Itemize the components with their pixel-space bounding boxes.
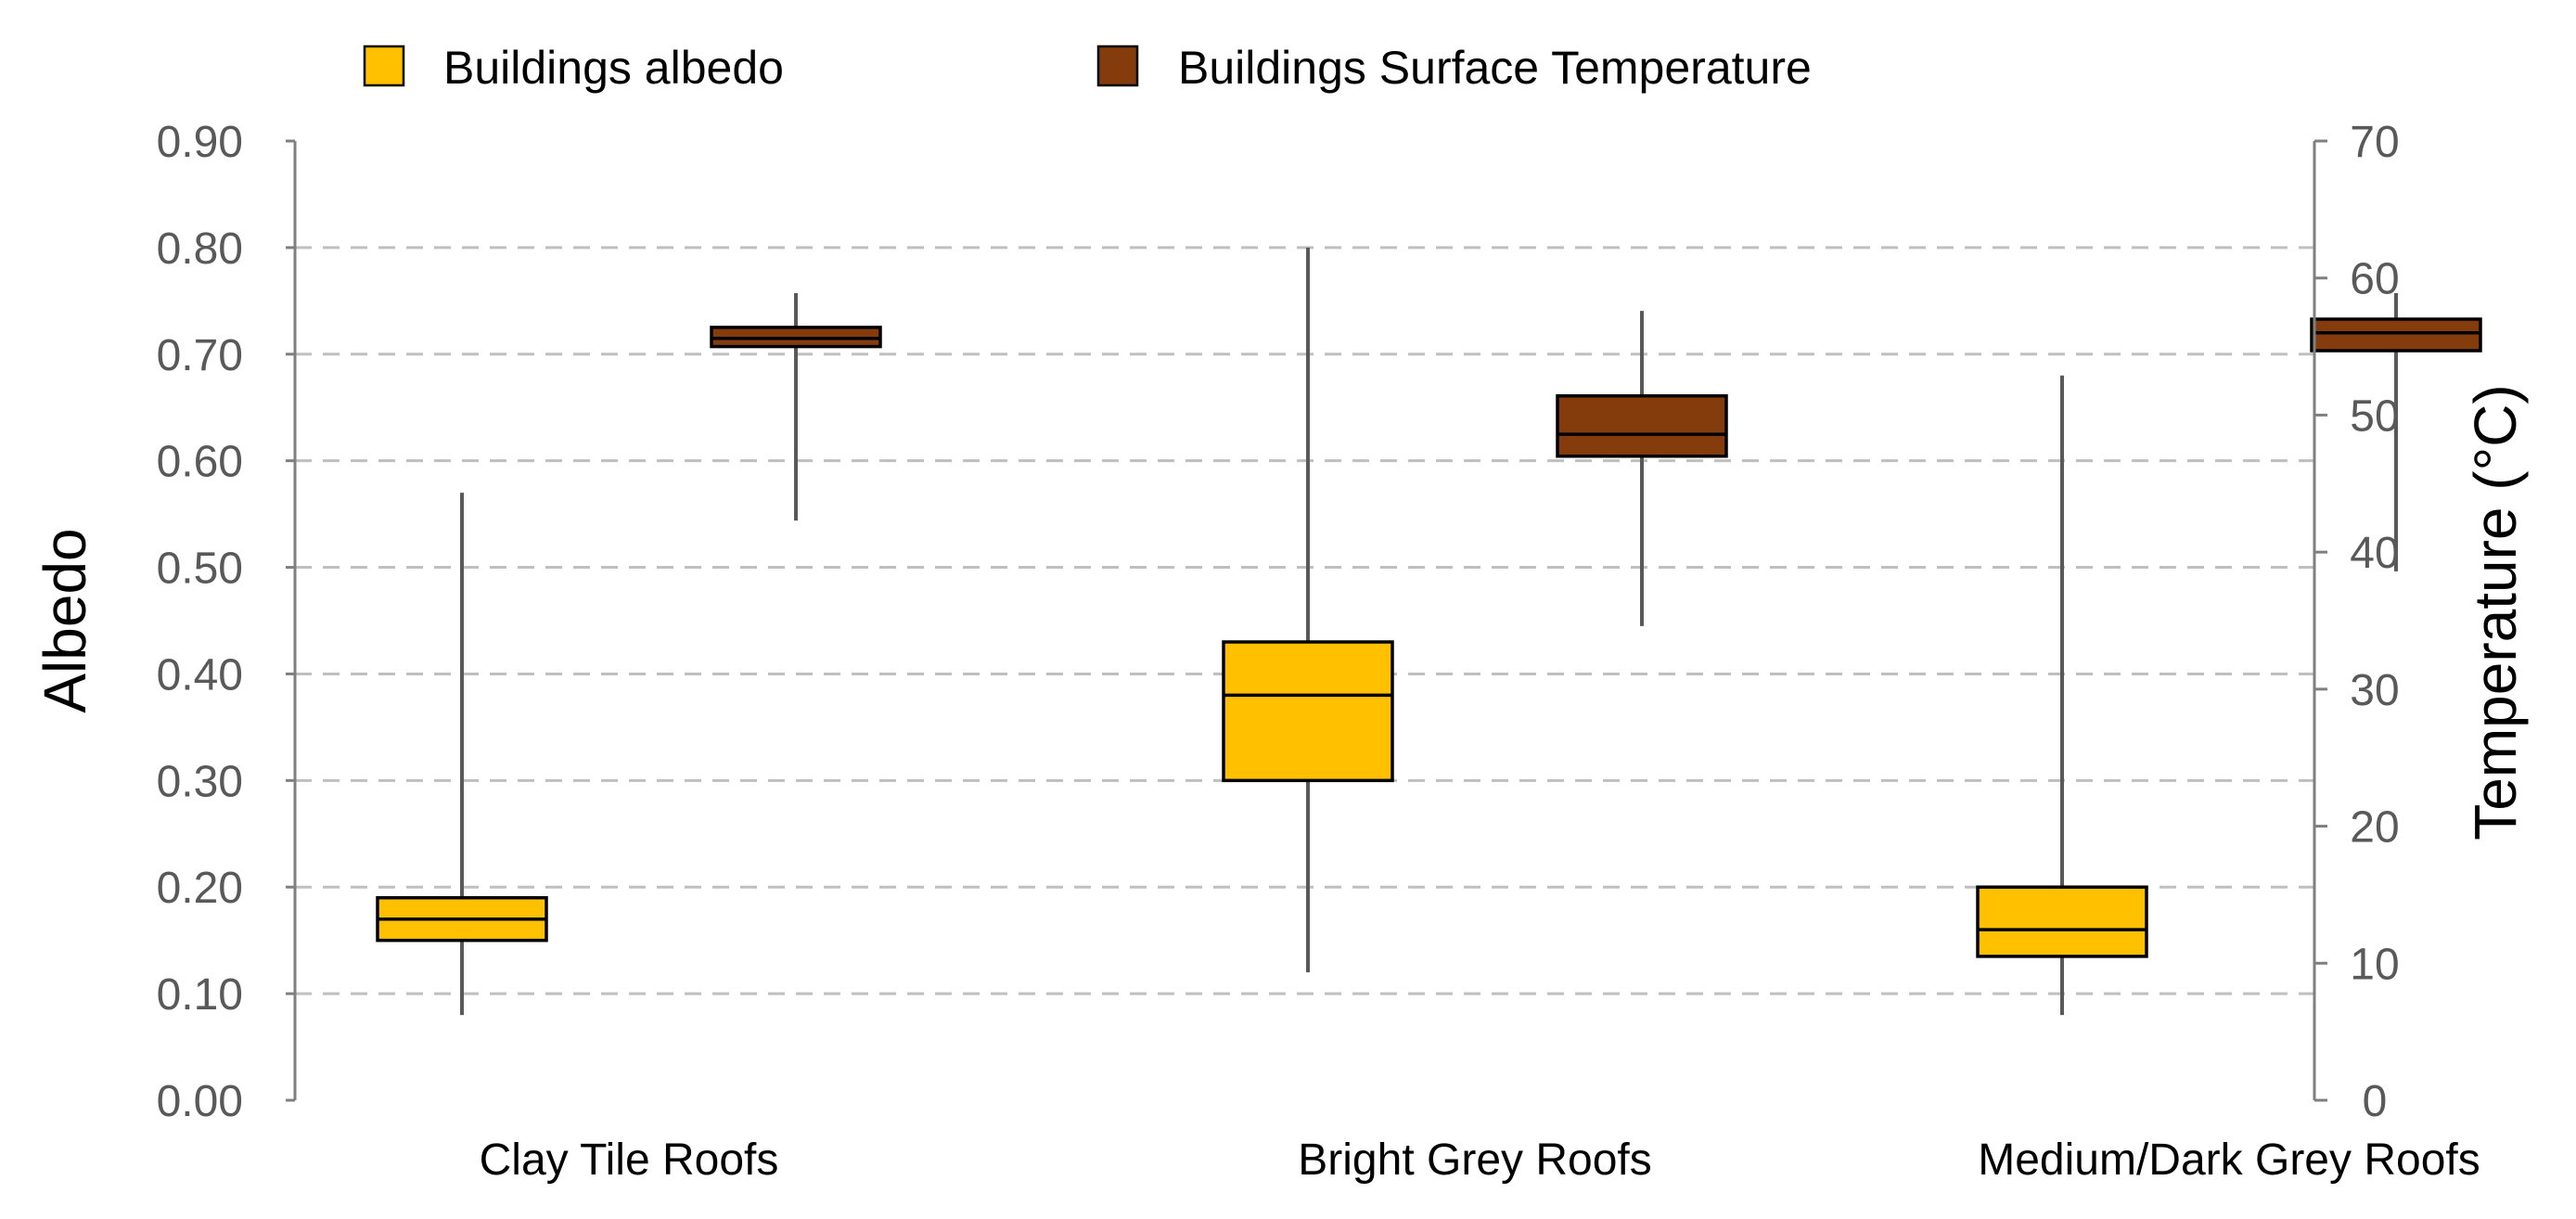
- y-tick-label: 0.00: [157, 1077, 243, 1126]
- y2-tick-label: 40: [2350, 529, 2399, 578]
- box: [1976, 885, 2148, 958]
- box: [1556, 393, 1728, 458]
- y-tick-label: 0.90: [157, 118, 243, 167]
- y-tick-label: 0.50: [157, 545, 243, 594]
- legend-swatch-temperature: [1096, 45, 1139, 87]
- boxes: [376, 317, 2482, 958]
- tick-labels: 0.00 0.10 0.20 0.30 0.40 0.50 0.60 0.70 0.80 0.90…: [157, 118, 2400, 1126]
- legend-label-temperature: Buildings Surface Temperature: [1178, 42, 1812, 94]
- y2-tick-label: 50: [2350, 391, 2399, 441]
- y2-axis-title: Temperature (°C): [2462, 384, 2529, 840]
- y2-tick-label: 70: [2350, 118, 2399, 167]
- gridlines: [295, 246, 2314, 995]
- category-labels: Clay Tile Roofs Bright Grey Roofs Medium/D…: [480, 1136, 2480, 1185]
- y2-tick-label: 10: [2350, 940, 2399, 989]
- y-tick-label: 0.20: [157, 864, 243, 913]
- legend-label-albedo: Buildings albedo: [443, 42, 784, 94]
- category-label: Medium/Dark Grey Roofs: [1978, 1136, 2480, 1185]
- box: [2310, 317, 2482, 353]
- legend: Buildings albedo Buildings Surface Tempe…: [363, 42, 1812, 94]
- category-label: Bright Grey Roofs: [1298, 1136, 1651, 1185]
- legend-swatch-albedo: [363, 45, 405, 87]
- y-tick-label: 0.60: [157, 438, 243, 487]
- y-tick-label: 0.40: [157, 650, 243, 699]
- y2-tick-label: 30: [2350, 666, 2399, 715]
- y-axis-title: Albedo: [32, 528, 98, 712]
- y-tick-label: 0.30: [157, 757, 243, 806]
- axes: [293, 141, 2316, 1100]
- y-tick-label: 0.10: [157, 970, 243, 1020]
- y2-tick-label: 0: [2363, 1077, 2388, 1126]
- y-tick-label: 0.70: [157, 331, 243, 380]
- box: [1222, 640, 1394, 783]
- category-label: Clay Tile Roofs: [480, 1136, 779, 1185]
- y2-tick-label: 60: [2350, 255, 2399, 304]
- y-tick-label: 0.80: [157, 225, 243, 274]
- y2-tick-label: 20: [2350, 803, 2399, 853]
